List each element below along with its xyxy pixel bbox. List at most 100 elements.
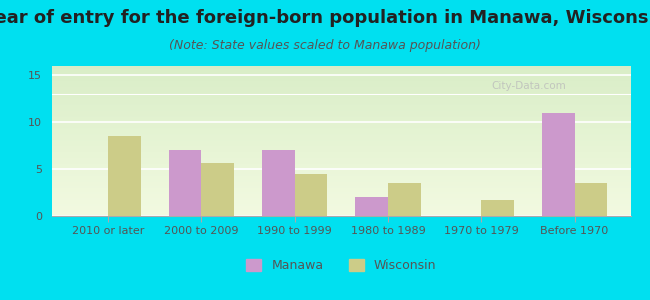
Bar bbox=[52, 112, 630, 114]
Bar bbox=[52, 134, 630, 135]
Bar bbox=[52, 167, 630, 168]
Bar bbox=[52, 142, 630, 144]
Bar bbox=[52, 186, 630, 188]
Bar bbox=[52, 176, 630, 177]
Bar bbox=[52, 122, 630, 123]
Bar bbox=[52, 93, 630, 94]
Bar bbox=[52, 94, 630, 96]
Bar bbox=[52, 76, 630, 78]
Bar bbox=[52, 108, 630, 110]
Bar bbox=[52, 212, 630, 213]
Bar bbox=[52, 90, 630, 92]
Bar bbox=[52, 202, 630, 204]
Bar bbox=[52, 117, 630, 118]
Bar bbox=[52, 178, 630, 180]
Bar bbox=[168, 150, 202, 216]
Bar bbox=[52, 147, 630, 148]
Bar bbox=[52, 169, 630, 171]
Bar bbox=[52, 152, 630, 153]
Bar bbox=[52, 105, 630, 106]
Bar bbox=[52, 100, 630, 102]
Bar bbox=[52, 80, 630, 81]
Bar bbox=[52, 213, 630, 214]
Bar bbox=[262, 150, 294, 216]
Bar bbox=[52, 196, 630, 198]
Bar bbox=[52, 138, 630, 140]
Bar bbox=[52, 98, 630, 99]
Bar bbox=[52, 194, 630, 195]
Bar bbox=[52, 85, 630, 87]
Bar bbox=[52, 129, 630, 130]
Bar bbox=[52, 126, 630, 128]
Bar bbox=[108, 136, 140, 216]
Bar bbox=[52, 162, 630, 164]
Text: (Note: State values scaled to Manawa population): (Note: State values scaled to Manawa pop… bbox=[169, 39, 481, 52]
Bar bbox=[52, 198, 630, 200]
Bar bbox=[52, 66, 630, 68]
Bar bbox=[52, 156, 630, 158]
Bar bbox=[52, 120, 630, 122]
Bar bbox=[52, 78, 630, 80]
Bar bbox=[52, 182, 630, 183]
Bar bbox=[52, 141, 630, 142]
Bar bbox=[52, 132, 630, 134]
Bar bbox=[52, 102, 630, 104]
Bar bbox=[52, 84, 630, 86]
Bar bbox=[52, 210, 630, 212]
Bar bbox=[52, 68, 630, 69]
Bar bbox=[52, 92, 630, 93]
Bar bbox=[52, 128, 630, 129]
Bar bbox=[481, 200, 514, 216]
Bar bbox=[52, 136, 630, 138]
Bar bbox=[52, 204, 630, 206]
Bar bbox=[52, 69, 630, 70]
Bar bbox=[52, 140, 630, 141]
Bar bbox=[52, 106, 630, 108]
Bar bbox=[52, 154, 630, 156]
Bar bbox=[52, 188, 630, 189]
Bar bbox=[388, 183, 421, 216]
Bar bbox=[52, 195, 630, 196]
Bar bbox=[575, 183, 607, 216]
Bar bbox=[52, 111, 630, 112]
Bar bbox=[52, 144, 630, 146]
Bar bbox=[52, 116, 630, 117]
Bar bbox=[52, 207, 630, 208]
Bar bbox=[294, 174, 327, 216]
Bar bbox=[52, 118, 630, 120]
Bar bbox=[356, 197, 388, 216]
Bar bbox=[52, 150, 630, 152]
Bar bbox=[52, 180, 630, 182]
Bar bbox=[52, 124, 630, 126]
Bar bbox=[52, 87, 630, 88]
Bar bbox=[52, 99, 630, 100]
Bar bbox=[52, 96, 630, 98]
Bar bbox=[52, 114, 630, 116]
Bar bbox=[52, 82, 630, 84]
Bar bbox=[52, 214, 630, 216]
Bar bbox=[52, 184, 630, 186]
Bar bbox=[52, 190, 630, 192]
Text: City-Data.com: City-Data.com bbox=[491, 81, 566, 91]
Bar bbox=[52, 153, 630, 154]
Bar bbox=[52, 189, 630, 190]
Bar bbox=[52, 146, 630, 147]
Bar bbox=[52, 103, 630, 105]
Bar bbox=[52, 72, 630, 74]
Bar bbox=[52, 135, 630, 136]
Bar bbox=[52, 177, 630, 178]
Bar bbox=[52, 206, 630, 207]
Bar bbox=[52, 81, 630, 82]
Bar bbox=[52, 172, 630, 174]
Bar bbox=[52, 88, 630, 90]
Bar bbox=[52, 165, 630, 166]
Bar bbox=[52, 159, 630, 160]
Bar bbox=[52, 74, 630, 75]
Bar bbox=[542, 113, 575, 216]
Bar bbox=[52, 192, 630, 194]
Bar bbox=[202, 163, 234, 216]
Bar bbox=[52, 164, 630, 165]
Bar bbox=[52, 123, 630, 124]
Text: Year of entry for the foreign-born population in Manawa, Wisconsin: Year of entry for the foreign-born popul… bbox=[0, 9, 650, 27]
Bar bbox=[52, 174, 630, 176]
